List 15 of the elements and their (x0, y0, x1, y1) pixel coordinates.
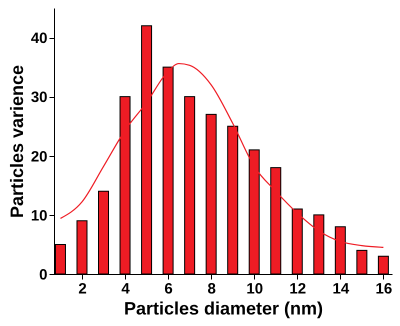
x-tick-label: 14 (332, 280, 350, 298)
x-tick-label: 8 (207, 280, 216, 298)
y-tick-label: 40 (30, 30, 48, 48)
x-tick-label: 10 (246, 280, 264, 298)
y-axis-title: Particles varience (6, 64, 27, 218)
x-axis-title: Particles diameter (nm) (124, 298, 324, 318)
y-tick-label: 10 (30, 207, 48, 224)
x-tick-label: 16 (376, 280, 392, 298)
y-tick-label: 30 (30, 89, 48, 106)
x-tick-label: 2 (78, 280, 87, 298)
x-tick-label: 4 (121, 280, 130, 298)
y-tick-label: 20 (30, 148, 48, 166)
x-tick-label: 12 (289, 280, 306, 298)
y-tick-label: 0 (39, 266, 48, 284)
x-tick-label: 6 (164, 280, 173, 298)
